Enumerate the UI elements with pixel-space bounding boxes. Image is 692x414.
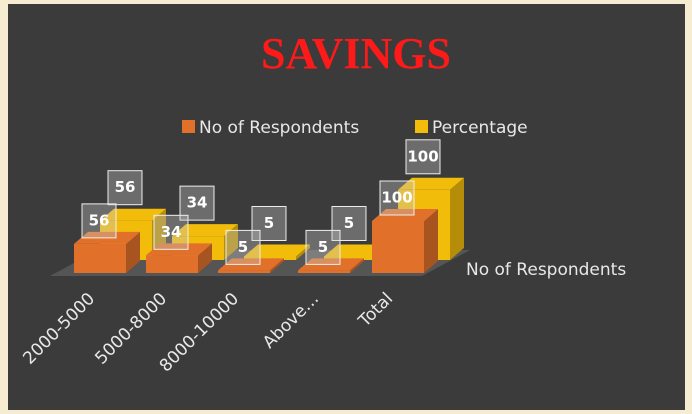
legend-swatch bbox=[415, 120, 428, 133]
value-label: 34 bbox=[161, 223, 182, 241]
legend-label: Percentage bbox=[432, 118, 528, 138]
value-label-box bbox=[81, 203, 117, 239]
value-label: 5 bbox=[264, 214, 274, 232]
bar bbox=[372, 209, 438, 273]
value-label-box bbox=[179, 185, 215, 221]
value-label: 100 bbox=[407, 147, 438, 165]
bar-front bbox=[298, 270, 350, 273]
bar-side bbox=[224, 224, 238, 260]
value-label-box bbox=[405, 139, 441, 175]
bar-side bbox=[126, 231, 140, 273]
value-label: 56 bbox=[89, 211, 110, 229]
bar bbox=[74, 231, 140, 273]
bar-side bbox=[270, 258, 284, 273]
value-label: 34 bbox=[187, 194, 208, 212]
value-label-box bbox=[153, 214, 189, 250]
bar-front bbox=[244, 256, 296, 260]
bar-side bbox=[198, 243, 212, 273]
bar-side bbox=[450, 177, 464, 260]
legend-label: No of Respondents bbox=[199, 118, 359, 138]
legend-swatch bbox=[182, 120, 195, 133]
value-label: 5 bbox=[344, 214, 354, 232]
bar-side bbox=[350, 258, 364, 273]
bar-side bbox=[424, 209, 438, 273]
value-label-box bbox=[107, 170, 143, 206]
value-label: 100 bbox=[381, 189, 412, 207]
bar-front bbox=[218, 270, 270, 273]
chart-background bbox=[8, 4, 685, 410]
value-label: 5 bbox=[318, 238, 328, 256]
value-label-box bbox=[305, 229, 341, 265]
chart-title: SAVINGS bbox=[261, 29, 451, 78]
value-label-box bbox=[379, 180, 415, 216]
value-label: 5 bbox=[238, 238, 248, 256]
bar-front bbox=[146, 255, 198, 273]
value-label: 56 bbox=[115, 178, 136, 196]
value-label-box bbox=[331, 205, 367, 241]
value-label-box bbox=[225, 229, 261, 265]
depth-axis-label: No of Respondents bbox=[466, 260, 626, 280]
bar-front bbox=[372, 221, 424, 273]
value-label-box bbox=[251, 205, 287, 241]
bar-front bbox=[324, 256, 376, 260]
bar-front bbox=[74, 243, 126, 273]
